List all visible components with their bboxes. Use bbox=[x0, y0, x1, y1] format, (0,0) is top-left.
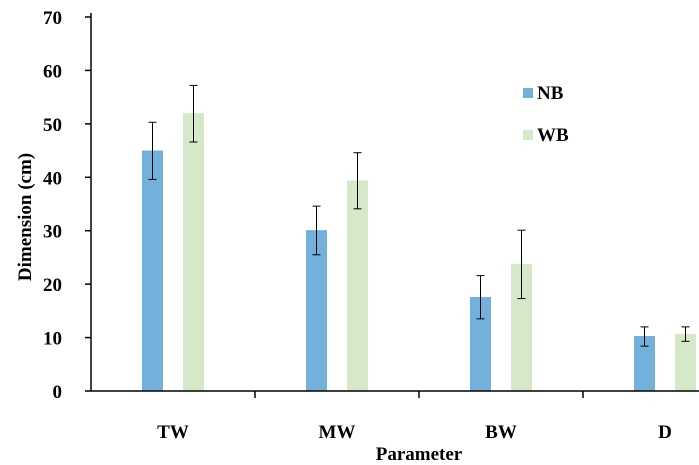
legend-label: NB bbox=[537, 83, 564, 104]
y-tick-label: 70 bbox=[43, 8, 62, 29]
y-tick-label: 40 bbox=[43, 168, 62, 189]
y-tick-label: 20 bbox=[43, 275, 62, 296]
axes-group bbox=[85, 13, 699, 398]
error-bar-wb-d bbox=[681, 326, 690, 342]
x-tick-label: TW bbox=[157, 422, 189, 443]
y-tick-label: 30 bbox=[43, 222, 62, 243]
error-bar-wb-tw bbox=[189, 84, 198, 143]
y-tick-label: 60 bbox=[43, 61, 62, 82]
error-bar-nb-d bbox=[640, 326, 649, 347]
error-bar-wb-mw bbox=[353, 152, 362, 210]
y-axis-label: Dimension (cm) bbox=[15, 153, 36, 281]
y-tick-label: 0 bbox=[53, 382, 63, 403]
error-bar-wb-bw bbox=[517, 229, 526, 300]
legend-swatch bbox=[523, 88, 533, 98]
x-tick-label: D bbox=[658, 422, 672, 443]
x-tick-label: BW bbox=[485, 422, 517, 443]
tick-labels-group: 0 10 20 30 40 50 60 70 TW MW BW D bbox=[43, 8, 672, 443]
bar-nb-tw bbox=[142, 150, 163, 391]
bar-nb-d bbox=[634, 335, 655, 391]
bars-group bbox=[142, 113, 696, 392]
error-bar-nb-mw bbox=[312, 205, 321, 256]
bar-nb-bw bbox=[470, 296, 491, 391]
legend-swatch bbox=[523, 130, 533, 140]
error-bars-group bbox=[148, 84, 690, 347]
bar-wb-d bbox=[675, 333, 696, 391]
x-axis-label: Parameter bbox=[376, 444, 463, 465]
legend: NB WB bbox=[523, 83, 569, 146]
error-bar-nb-tw bbox=[148, 121, 157, 180]
bar-wb-tw bbox=[183, 113, 204, 392]
error-bar-nb-bw bbox=[476, 275, 485, 320]
y-tick-label: 10 bbox=[43, 329, 62, 350]
bar-wb-bw bbox=[511, 263, 532, 391]
y-tick-label: 50 bbox=[43, 115, 62, 136]
bar-wb-mw bbox=[347, 180, 368, 391]
legend-item-wb: WB bbox=[523, 125, 569, 146]
bar-nb-mw bbox=[306, 230, 327, 391]
legend-label: WB bbox=[537, 125, 569, 146]
x-tick-label: MW bbox=[319, 422, 356, 443]
legend-item-nb: NB bbox=[523, 83, 564, 104]
